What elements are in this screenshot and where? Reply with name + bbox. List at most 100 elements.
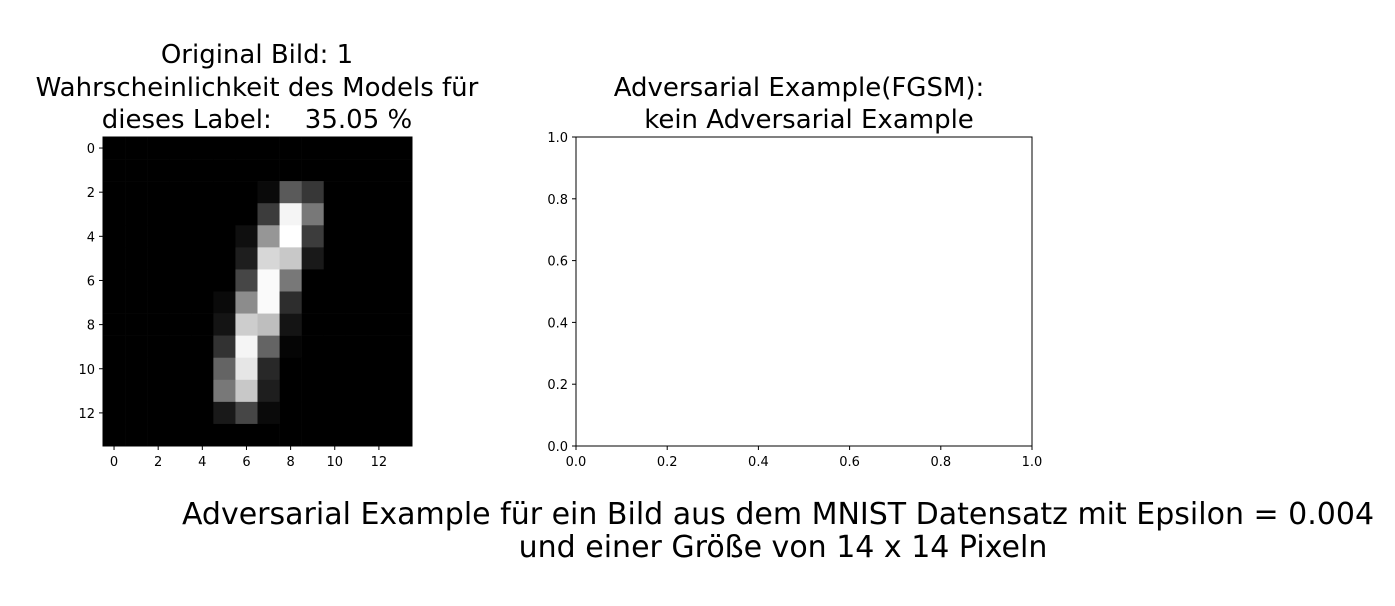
pixel-cell <box>235 269 258 292</box>
pixel-cell <box>323 335 347 359</box>
x-tick-label: 6 <box>242 455 250 470</box>
pixel-cell <box>213 401 236 425</box>
y-tick-label: 1.0 <box>547 131 568 146</box>
pixel-cell <box>323 423 347 447</box>
pixel-cell <box>147 291 170 314</box>
pixel-cell <box>191 335 214 359</box>
original-title-line2: Wahrscheinlichkeit des Models für <box>36 73 479 103</box>
pixel-cell <box>125 423 148 447</box>
pixel-cell <box>147 401 170 425</box>
y-tick-label: 0.6 <box>547 255 568 270</box>
pixel-cell <box>103 291 126 314</box>
pixel-cell <box>235 203 258 226</box>
y-tick-label: 0.0 <box>547 440 568 455</box>
pixel-cell <box>125 401 148 425</box>
pixel-cell <box>169 137 192 160</box>
pixel-cell <box>367 269 391 292</box>
pixel-cell <box>345 291 369 314</box>
pixel-cell <box>125 379 148 403</box>
pixel-cell <box>345 335 369 359</box>
pixel-cell <box>257 379 280 403</box>
pixel-cell <box>367 247 391 270</box>
pixel-cell <box>103 269 126 292</box>
pixel-cell <box>301 291 325 314</box>
pixel-cell <box>103 181 126 204</box>
pixel-cell <box>191 379 214 403</box>
y-tick-label: 8 <box>87 319 95 334</box>
pixel-cell <box>147 203 170 226</box>
original-title-line3: dieses Label: 35.05 % <box>102 105 412 135</box>
pixel-cell <box>323 159 347 182</box>
pixel-cell <box>279 247 302 270</box>
pixel-cell <box>147 335 170 359</box>
pixel-cell <box>125 335 148 359</box>
pixel-cell <box>301 269 325 292</box>
pixel-cell <box>235 423 258 447</box>
image-x-axis: 0 2 4 6 8 10 12 <box>110 446 387 470</box>
pixel-cell <box>147 181 170 204</box>
pixel-cell <box>103 357 126 381</box>
x-tick-label: 1.0 <box>1022 455 1043 470</box>
figure-suptitle-line1: Adversarial Example für ein Bild aus dem… <box>182 497 1374 532</box>
pixel-cell <box>389 291 413 314</box>
pixel-cell <box>191 401 214 425</box>
pixel-cell <box>191 203 214 226</box>
pixel-cell <box>301 137 325 160</box>
pixel-cell <box>213 203 236 226</box>
pixel-cell <box>169 181 192 204</box>
pixel-cell <box>191 247 214 270</box>
x-tick-label: 0.4 <box>748 455 769 470</box>
pixel-cell <box>301 423 325 447</box>
pixel-cell <box>301 379 325 403</box>
pixel-cell <box>103 225 126 248</box>
pixel-cell <box>235 357 258 381</box>
pixel-cell <box>169 159 192 182</box>
pixel-cell <box>389 423 413 447</box>
pixel-cell <box>367 203 391 226</box>
image-y-axis: 0 2 4 6 8 10 12 <box>78 142 103 422</box>
adversarial-axes-frame <box>575 136 1033 447</box>
pixel-cell <box>235 181 258 204</box>
x-tick-label: 8 <box>286 455 294 470</box>
pixel-cell <box>125 181 148 204</box>
x-tick-label: 2 <box>154 455 162 470</box>
image-axes-frame <box>102 136 413 447</box>
pixel-cell <box>367 225 391 248</box>
pixel-cell <box>257 159 280 182</box>
pixel-cell <box>257 357 280 381</box>
pixel-cell <box>279 159 302 182</box>
pixel-cell <box>213 247 236 270</box>
pixel-cell <box>389 335 413 359</box>
pixel-cell <box>169 269 192 292</box>
pixel-cell <box>389 247 413 270</box>
pixel-cell <box>125 203 148 226</box>
pixel-cell <box>125 159 148 182</box>
x-tick-label: 0.0 <box>566 455 587 470</box>
pixel-cell <box>235 159 258 182</box>
pixel-cell <box>389 181 413 204</box>
pixel-cell <box>345 159 369 182</box>
pixel-cell <box>323 181 347 204</box>
pixel-cell <box>147 137 170 160</box>
y-tick-label: 2 <box>87 186 95 201</box>
x-tick-label: 10 <box>326 455 343 470</box>
pixel-cell <box>389 401 413 425</box>
x-tick-label: 12 <box>371 455 388 470</box>
pixel-cell <box>169 203 192 226</box>
pixel-cell <box>169 313 192 336</box>
pixel-cell <box>279 379 302 403</box>
pixel-cell <box>257 247 280 270</box>
pixel-cell <box>191 181 214 204</box>
pixel-cell <box>213 181 236 204</box>
pixel-cell <box>103 159 126 182</box>
pixel-cell <box>147 357 170 381</box>
pixel-cell <box>367 379 391 403</box>
pixel-cell <box>191 269 214 292</box>
pixel-cell <box>191 137 214 160</box>
pixel-cell <box>367 423 391 447</box>
y-tick-label: 6 <box>87 274 95 289</box>
pixel-cell <box>279 137 302 160</box>
pixel-cell <box>389 137 413 160</box>
y-tick-label: 0.2 <box>547 378 568 393</box>
image-pixel-grid <box>103 137 413 447</box>
